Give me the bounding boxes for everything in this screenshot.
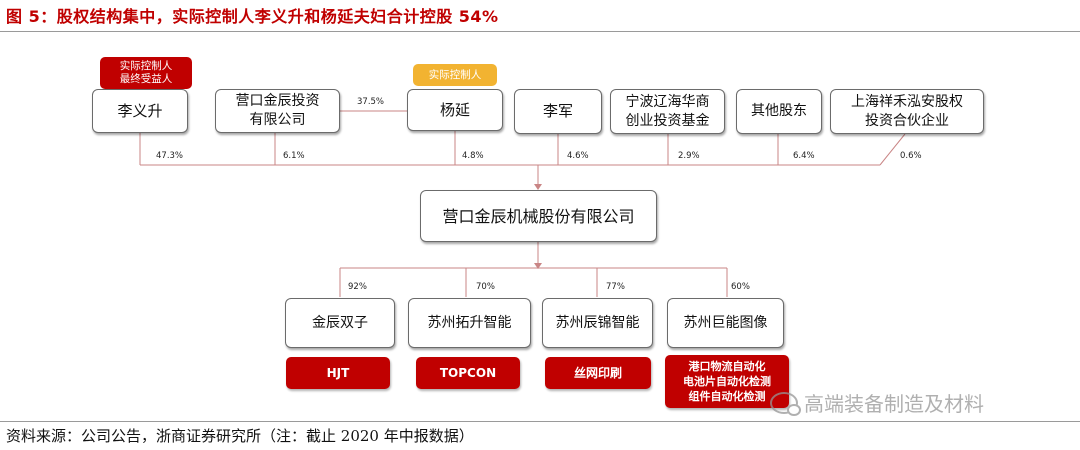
pct-sub-juneng: 60% <box>731 282 750 292</box>
shareholder-other: 其他股东 <box>736 89 822 134</box>
pct-shanghai-xianghe: 0.6% <box>900 151 922 161</box>
pct-other: 6.4% <box>793 151 815 161</box>
ownership-connectors <box>139 107 906 297</box>
pct-sub-tuosheng: 70% <box>476 282 495 292</box>
subsidiary-jinchen-shuangzi: 金辰双子 <box>285 298 395 348</box>
watermark: 高端装备制造及材料 <box>770 388 984 417</box>
source-note: 资料来源：公司公告，浙商证券研究所（注：截止 2020 年中报数据） <box>6 427 474 445</box>
tech-screen-printing: 丝网印刷 <box>545 357 651 389</box>
tech-automation-inspection: 港口物流自动化 电池片自动化检测 组件自动化检测 <box>665 355 789 408</box>
tech-topcon: TOPCON <box>416 357 520 389</box>
shareholder-li-yisheng: 李义升 <box>92 89 188 133</box>
figure-title: 图 5：股权结构集中，实际控制人李义升和杨延夫妇合计控股 54% <box>6 7 499 26</box>
shareholder-ningbo-liaohai-fund: 宁波辽海华商 创业投资基金 <box>610 89 725 134</box>
pct-li-jun: 4.6% <box>567 151 589 161</box>
company-yingkou-jinchen-machinery: 营口金辰机械股份有限公司 <box>420 190 657 242</box>
footer-divider <box>0 421 1080 422</box>
pct-sub-jinchen-shuangzi: 92% <box>348 282 367 292</box>
pct-li-yisheng: 47.3% <box>156 151 184 161</box>
title-divider <box>0 31 1080 32</box>
shareholder-li-jun: 李军 <box>514 89 602 134</box>
pct-jinchen-investment: 6.1% <box>283 151 305 161</box>
subsidiary-suzhou-chenjin: 苏州辰锦智能 <box>542 298 653 348</box>
actual-controller-tag: 实际控制人 <box>413 64 497 86</box>
actual-controller-beneficiary-tag: 实际控制人 最终受益人 <box>100 57 192 89</box>
pct-ningbo-fund: 2.9% <box>678 151 700 161</box>
subsidiary-suzhou-juneng: 苏州巨能图像 <box>667 298 784 348</box>
subsidiary-suzhou-tuosheng: 苏州拓升智能 <box>408 298 531 348</box>
wechat-icon <box>770 391 801 416</box>
pct-yang-to-jinchen: 37.5% <box>357 97 385 107</box>
pct-sub-chenjin: 77% <box>606 282 625 292</box>
shareholder-shanghai-xianghe: 上海祥禾泓安股权 投资合伙企业 <box>830 89 984 134</box>
shareholder-yang-yan: 杨延 <box>407 89 503 131</box>
shareholder-yingkou-jinchen-investment: 营口金辰投资 有限公司 <box>215 89 340 133</box>
watermark-text: 高端装备制造及材料 <box>804 392 984 416</box>
tech-hjt: HJT <box>286 357 390 389</box>
pct-yang-yan: 4.8% <box>462 151 484 161</box>
